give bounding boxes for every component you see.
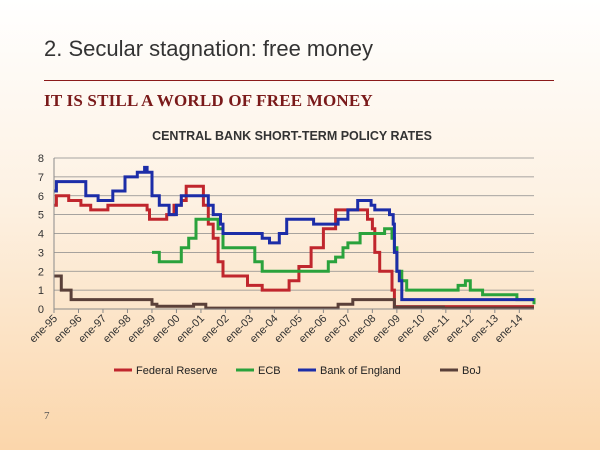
legend-label-ecb: ECB [258,365,281,377]
slide-number: 7 [44,410,50,422]
legend-label-bank-of-england: Bank of England [320,365,401,377]
x-tick-label: ene-10 [395,313,428,346]
y-tick-label: 6 [38,191,44,203]
y-tick-label: 7 [38,172,44,184]
y-tick-label: 5 [38,210,44,222]
series-line-ecb [152,217,536,305]
legend: Federal Reserve ECB Bank of England BoJ [114,365,481,377]
y-tick-label: 3 [38,247,44,259]
y-tick-label: 2 [38,266,44,278]
y-tick-label: 4 [38,229,44,241]
y-tick-label: 8 [38,153,44,165]
series-lines [54,165,536,310]
title-divider [44,80,554,81]
slide-subtitle: IT IS STILL A WORLD OF FREE MONEY [44,91,373,110]
slide-title: 2. Secular stagnation: free money [44,36,373,61]
x-tick-label: ene-14 [493,313,526,346]
y-tick-label: 0 [38,304,44,316]
series-line-federal-reserve [54,184,534,309]
legend-label-federal-reserve: Federal Reserve [136,365,217,377]
y-tick-label: 1 [38,285,44,297]
chart-title: CENTRAL BANK SHORT-TERM POLICY RATES [152,129,432,143]
series-line-boj [54,274,534,310]
series-line-bank-of-england [54,165,534,302]
axes: 012345678ene-95ene-96ene-97ene-98ene-99e… [27,153,534,345]
legend-label-boj: BoJ [462,365,481,377]
